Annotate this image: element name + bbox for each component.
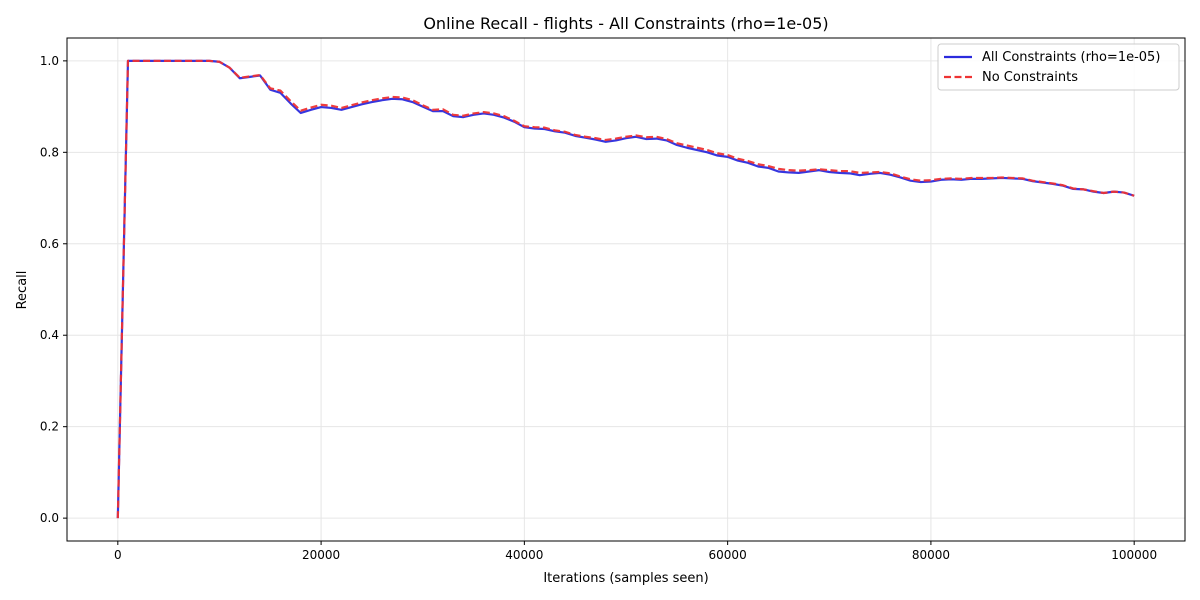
y-tick-label: 0.4	[40, 328, 59, 342]
legend-label-0: All Constraints (rho=1e-05)	[982, 50, 1160, 65]
y-tick-label: 0.0	[40, 511, 59, 525]
legend: All Constraints (rho=1e-05) No Constraint…	[937, 43, 1180, 91]
x-tick-label: 40000	[505, 548, 543, 562]
plot-frame	[66, 37, 1186, 542]
x-tick-label: 100000	[1111, 548, 1157, 562]
x-tick-label: 20000	[302, 548, 340, 562]
legend-label-1: No Constraints	[982, 70, 1078, 85]
grid-lines	[67, 38, 1185, 541]
series-line-1	[116, 59, 1135, 519]
x-tick-label: 60000	[709, 548, 747, 562]
y-tick-label: 0.8	[40, 145, 59, 159]
x-tick-label: 0	[114, 548, 122, 562]
series-layer	[116, 59, 1135, 519]
y-tick-label: 1.0	[40, 54, 59, 68]
series-line-0	[116, 59, 1135, 519]
y-tick-label: 0.6	[40, 237, 59, 251]
y-axis-label: Recall	[15, 271, 30, 310]
x-axis-label: Iterations (samples seen)	[543, 571, 708, 586]
legend-box	[937, 43, 1180, 91]
y-tick-label: 0.2	[40, 420, 59, 434]
x-tick-label: 80000	[912, 548, 950, 562]
chart-title: Online Recall - flights - All Constraint…	[423, 14, 828, 33]
axis-ticks: 0 20000 40000 60000 80000 100000 0.0 0.2 0.4 0.6 0…	[40, 54, 1157, 562]
